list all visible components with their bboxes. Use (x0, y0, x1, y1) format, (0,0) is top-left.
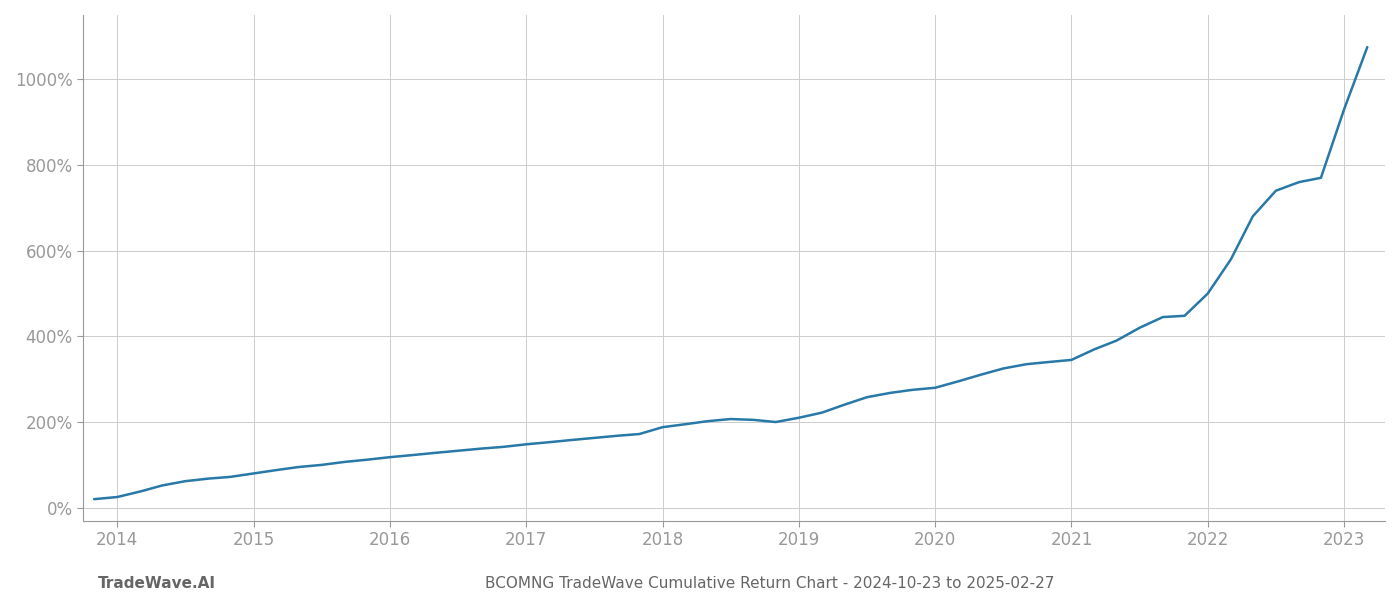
Text: TradeWave.AI: TradeWave.AI (98, 576, 216, 591)
Text: BCOMNG TradeWave Cumulative Return Chart - 2024-10-23 to 2025-02-27: BCOMNG TradeWave Cumulative Return Chart… (486, 576, 1054, 591)
